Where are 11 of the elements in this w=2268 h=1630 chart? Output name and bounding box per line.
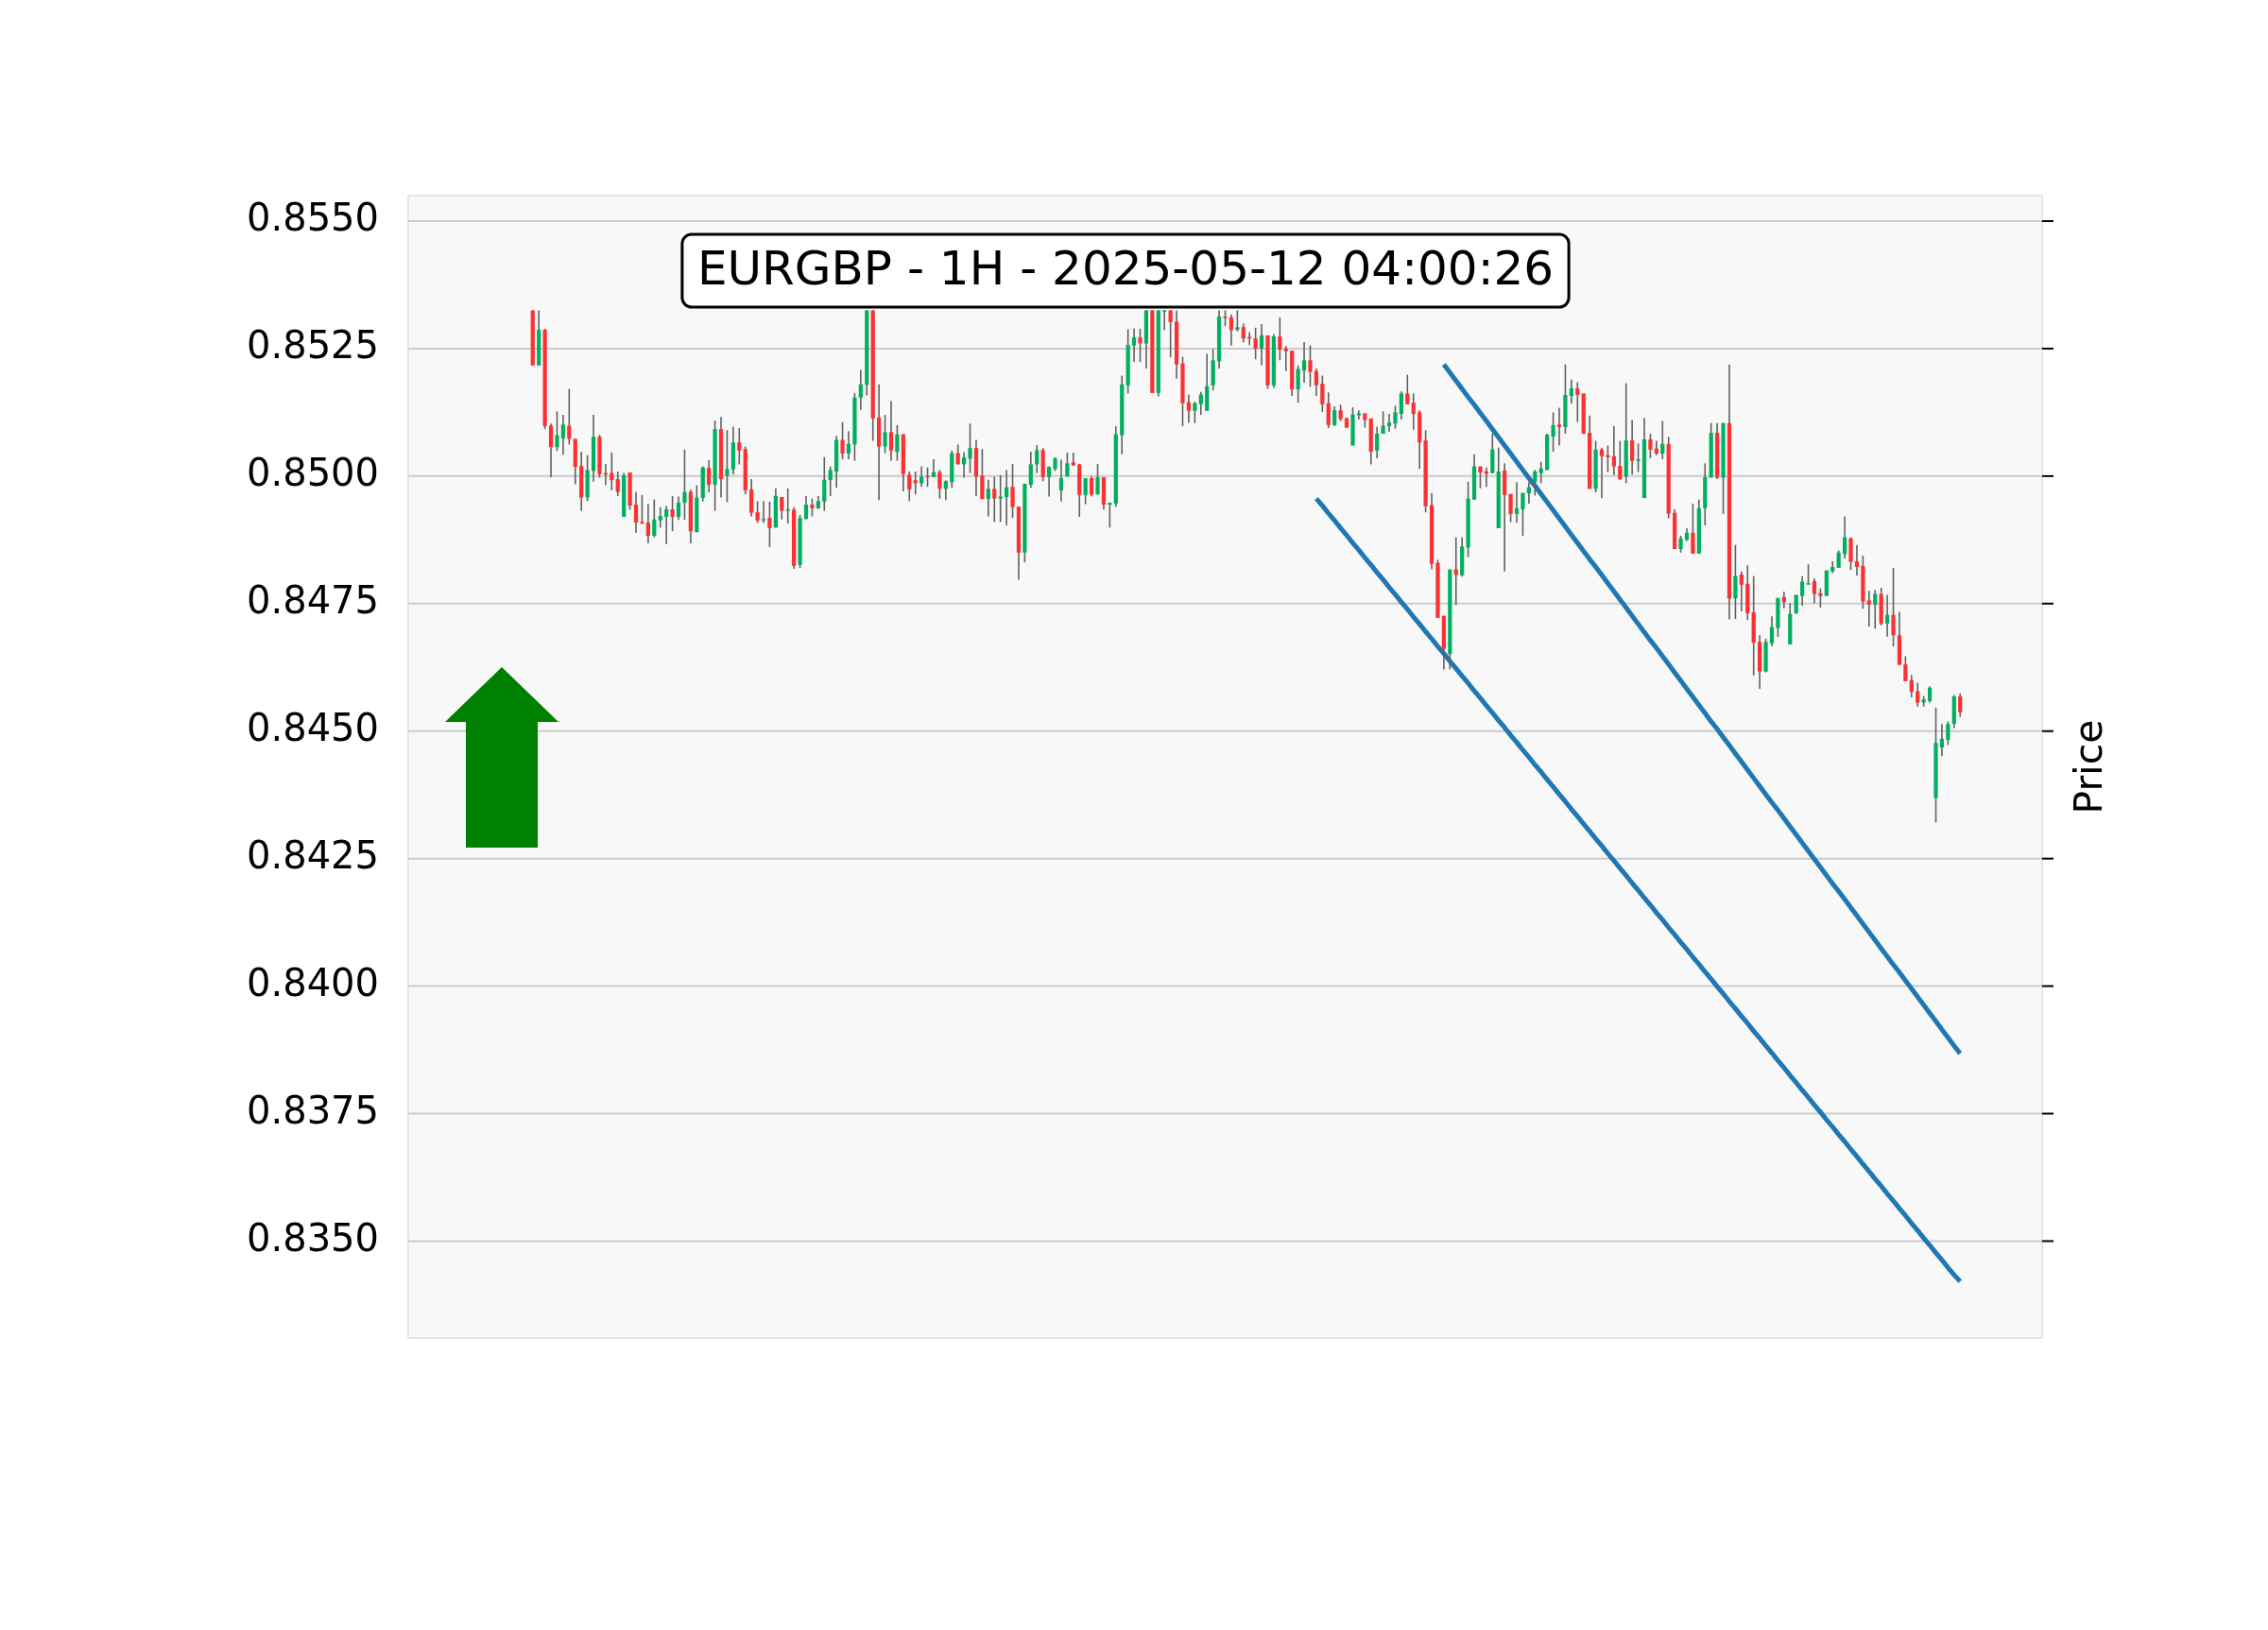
y-tick-label: 0.8500 <box>247 451 379 495</box>
y-tick-label: 0.8350 <box>247 1215 379 1260</box>
y-tick-label: 0.8375 <box>247 1088 379 1132</box>
y-tick-label: 0.8475 <box>247 578 379 623</box>
y-tick-label: 0.8525 <box>247 323 379 368</box>
y-axis-title: Price <box>2065 719 2111 815</box>
text: EURGBP - 1H - 2025-05-12 04:00:26 <box>696 241 1555 297</box>
y-tick-label: 0.8425 <box>247 833 379 878</box>
y-tick-label: 0.8450 <box>247 706 379 750</box>
y-tick-label: 0.8400 <box>247 960 379 1004</box>
y-tick-label: 0.8550 <box>247 196 379 240</box>
